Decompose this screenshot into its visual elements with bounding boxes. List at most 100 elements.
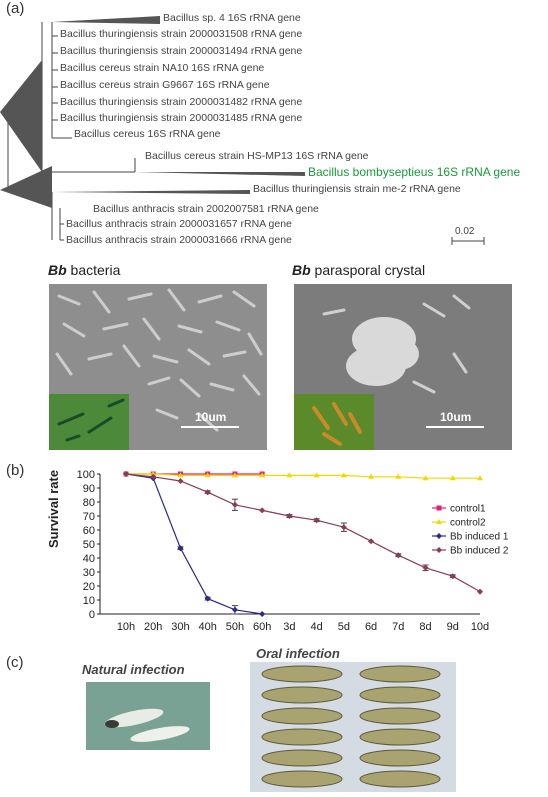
y-tick-label: 0 — [89, 609, 95, 621]
tree-leaf: Bacillus anthracis strain 2000031657 rRN… — [66, 218, 292, 230]
phylogenetic-tree — [0, 16, 485, 245]
data-point — [395, 552, 402, 559]
data-point — [422, 475, 429, 481]
scale-bar-label: 10um — [440, 410, 472, 424]
larva — [359, 707, 441, 725]
y-tick-label: 90 — [83, 483, 95, 495]
x-tick-label: 40h — [199, 621, 217, 633]
data-point — [177, 472, 184, 478]
data-point — [231, 472, 238, 478]
natural-infection-label: Natural infection — [82, 662, 185, 677]
x-tick-label: 10d — [471, 621, 489, 633]
series-line — [125, 473, 263, 615]
legend-label: Bb induced 1 — [450, 532, 509, 543]
tree-leaf: Bacillus anthracis strain 2000031666 rRN… — [66, 234, 292, 246]
data-point — [177, 478, 184, 484]
larva — [261, 686, 343, 704]
y-tick-label: 60 — [83, 525, 95, 537]
tree-leaf: Bacillus cereus strain HS-MP13 16S rRNA … — [145, 150, 369, 162]
x-tick-label: 30h — [171, 621, 189, 633]
y-tick-label: 10 — [83, 595, 95, 607]
data-point — [477, 475, 483, 481]
data-point — [449, 475, 456, 481]
data-point — [340, 524, 347, 531]
y-tick-label: 40 — [83, 553, 95, 565]
larva — [359, 665, 441, 683]
data-point — [395, 473, 402, 479]
tree-leaf: Bacillus cereus strain NA10 16S rRNA gen… — [60, 62, 265, 74]
x-tick-label: 9d — [447, 621, 459, 633]
data-point — [204, 489, 211, 496]
x-tick-label: 4d — [310, 621, 322, 633]
data-point — [259, 472, 266, 478]
data-point — [231, 606, 238, 613]
x-tick-label: 10h — [117, 621, 135, 633]
larva — [261, 665, 343, 683]
scale-bar-label: 10um — [195, 410, 227, 424]
data-point — [286, 513, 293, 519]
x-tick-label: 5d — [338, 621, 350, 633]
light-micrograph-inset — [49, 394, 129, 450]
sem-crystal-image: 10um — [294, 284, 512, 450]
y-tick-label: 70 — [83, 511, 95, 523]
tree-leaf: Bacillus thuringiensis strain me-2 rRNA … — [253, 183, 461, 195]
data-point — [340, 472, 347, 478]
data-point — [313, 472, 320, 478]
tree-leaf: Bacillus thuringiensis strain 2000031485… — [60, 112, 303, 124]
legend-label: control2 — [450, 518, 486, 529]
larva — [261, 728, 343, 746]
scale-bar — [181, 426, 239, 428]
x-tick-label: 50h — [226, 621, 244, 633]
tree-leaf: Bacillus thuringiensis strain 2000031508… — [60, 28, 303, 40]
data-point — [422, 564, 429, 571]
data-point — [204, 595, 211, 602]
y-tick-label: 20 — [83, 581, 95, 593]
series-line — [126, 473, 480, 479]
tree-leaf: Bacillus cereus strain G9667 16S rRNA ge… — [60, 79, 270, 91]
tree-leaf: Bacillus thuringiensis strain 2000031494… — [60, 45, 303, 57]
data-point — [204, 472, 211, 478]
sem-left-title: Bb bacteria — [48, 262, 121, 278]
data-point — [313, 517, 320, 524]
legend-marker — [436, 533, 442, 539]
tree-leaf: Bacillus thuringiensis strain 2000031482… — [60, 96, 303, 108]
oral-infection-label: Oral infection — [256, 646, 340, 661]
data-point — [123, 471, 129, 477]
x-tick-label: 8d — [419, 621, 431, 633]
y-tick-label: 50 — [83, 539, 95, 551]
tree-scale-label: 0.02 — [455, 226, 475, 237]
data-point — [477, 588, 483, 595]
y-tick-label: 80 — [83, 497, 95, 509]
larva — [359, 686, 441, 704]
larva — [261, 749, 343, 767]
data-point — [177, 545, 184, 552]
larva — [261, 770, 343, 788]
x-tick-label: 20h — [144, 621, 162, 633]
panel-a-label: (a) — [6, 0, 25, 17]
legend-label: Bb induced 2 — [450, 546, 509, 557]
tree-leaf-highlighted: Bacillus bombyseptieus 16S rRNA gene — [308, 165, 521, 179]
sem-right-title: Bb parasporal crystal — [292, 262, 426, 278]
data-point — [259, 507, 266, 514]
tree-leaf: Bacillus cereus 16S rRNA gene — [74, 128, 221, 140]
y-tick-label: 100 — [77, 469, 95, 481]
data-point — [259, 611, 266, 617]
panel-c-label: (c) — [6, 654, 24, 671]
x-tick-label: 60h — [253, 621, 271, 633]
natural-infection-photo — [86, 682, 210, 750]
tree-leaf: Bacillus anthracis strain 2002007581 rRN… — [93, 203, 319, 215]
legend-marker — [436, 547, 442, 553]
data-point — [231, 501, 238, 508]
y-tick-label: 30 — [83, 567, 95, 579]
data-point — [286, 472, 293, 478]
x-tick-label: 3d — [283, 621, 295, 633]
larva — [261, 707, 343, 725]
oral-infection-photo — [250, 662, 456, 792]
legend-marker — [436, 505, 442, 511]
data-point — [449, 573, 456, 580]
larva — [359, 728, 441, 746]
data-point — [150, 471, 157, 476]
data-point — [150, 473, 157, 480]
legend-label: control1 — [450, 504, 486, 515]
sem-bacteria-image: 10um — [49, 284, 267, 450]
